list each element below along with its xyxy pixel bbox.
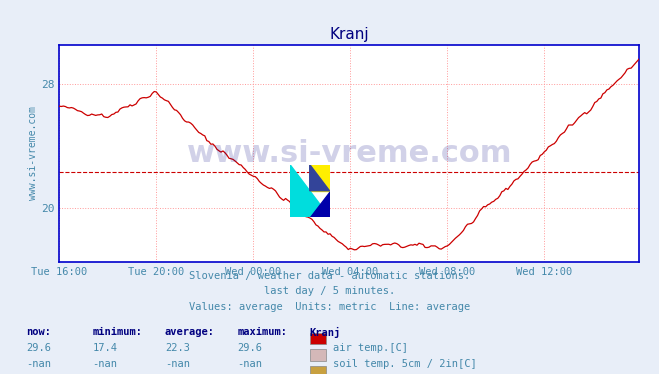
Text: -nan: -nan: [237, 359, 262, 370]
Polygon shape: [290, 165, 330, 217]
Text: www.si-vreme.com: www.si-vreme.com: [186, 139, 512, 168]
Text: -nan: -nan: [165, 359, 190, 370]
Polygon shape: [310, 165, 330, 191]
Text: last day / 5 minutes.: last day / 5 minutes.: [264, 286, 395, 297]
Text: Slovenia / weather data - automatic stations.: Slovenia / weather data - automatic stat…: [189, 271, 470, 281]
Text: Kranj: Kranj: [310, 327, 341, 338]
FancyBboxPatch shape: [310, 366, 326, 374]
Text: maximum:: maximum:: [237, 327, 287, 337]
Text: 22.3: 22.3: [165, 343, 190, 353]
Text: 29.6: 29.6: [26, 343, 51, 353]
Text: 17.4: 17.4: [92, 343, 117, 353]
Bar: [310, 165, 330, 191]
Text: air temp.[C]: air temp.[C]: [333, 343, 408, 353]
Text: now:: now:: [26, 327, 51, 337]
Text: Values: average  Units: metric  Line: average: Values: average Units: metric Line: aver…: [189, 302, 470, 312]
FancyBboxPatch shape: [310, 349, 326, 361]
Title: Kranj: Kranj: [330, 27, 369, 42]
Text: minimum:: minimum:: [92, 327, 142, 337]
Text: 29.6: 29.6: [237, 343, 262, 353]
Text: -nan: -nan: [92, 359, 117, 370]
Text: -nan: -nan: [26, 359, 51, 370]
Polygon shape: [310, 191, 330, 217]
Y-axis label: www.si-vreme.com: www.si-vreme.com: [28, 106, 38, 200]
Text: average:: average:: [165, 327, 215, 337]
FancyBboxPatch shape: [310, 333, 326, 344]
Text: soil temp. 5cm / 2in[C]: soil temp. 5cm / 2in[C]: [333, 359, 476, 370]
